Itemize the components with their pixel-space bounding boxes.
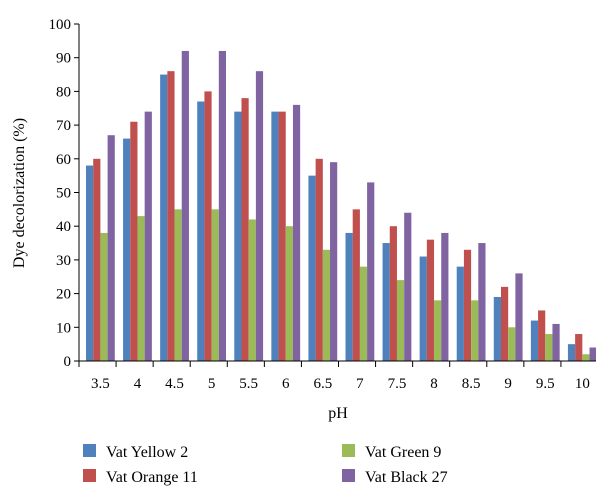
- x-tick-label: 5.5: [239, 376, 258, 392]
- bar: [137, 216, 145, 361]
- bar: [359, 266, 368, 361]
- bar: [367, 182, 375, 361]
- bar: [174, 209, 182, 361]
- bar: [508, 327, 516, 361]
- bar: [441, 232, 449, 361]
- y-tick-label: 20: [56, 287, 71, 303]
- bar: [589, 347, 596, 361]
- bar: [493, 296, 501, 361]
- bar: [285, 226, 293, 361]
- bar: [352, 209, 360, 361]
- legend-label: Vat Black 27: [365, 469, 448, 486]
- y-axis-title: Dye decolorization (%): [11, 118, 28, 268]
- x-tick-label: 10: [575, 376, 590, 392]
- y-tick-label: 30: [56, 253, 71, 269]
- bar: [530, 320, 539, 361]
- bar: [218, 50, 227, 362]
- legend-swatch: [342, 444, 355, 457]
- y-tick-label: 90: [56, 51, 71, 67]
- y-tick-label: 60: [56, 152, 71, 168]
- bar: [86, 165, 94, 361]
- bar: [567, 344, 576, 361]
- bar: [426, 239, 435, 361]
- bar: [552, 323, 560, 361]
- x-tick-label: 8: [430, 376, 438, 392]
- x-tick-label: 9.5: [536, 376, 555, 392]
- bar: [471, 300, 479, 361]
- bar: [500, 286, 509, 361]
- bar: [248, 219, 256, 361]
- bar: [123, 138, 131, 361]
- legend-swatch: [83, 444, 96, 457]
- legend-swatch: [83, 469, 96, 482]
- legend-label: Vat Green 9: [365, 444, 441, 461]
- bar: [345, 232, 353, 361]
- y-tick-label: 0: [64, 354, 72, 370]
- bar: [538, 310, 546, 361]
- bar: [315, 158, 323, 361]
- x-tick-label: 5: [208, 376, 216, 392]
- bar: [515, 273, 523, 361]
- plot-area: 0 10 20 30 40 50 60 70 80 90 100 3.5 4 4.5 5 5.5 6 6.5 7 7.…: [49, 17, 596, 392]
- bar: [204, 91, 212, 362]
- y-tick-label: 50: [56, 186, 71, 202]
- bar: [330, 162, 338, 361]
- x-tick-label: 6: [282, 376, 290, 392]
- y-tick-label: 100: [49, 17, 72, 33]
- legend-label: Vat Orange 11: [106, 469, 198, 486]
- bar: [389, 226, 397, 361]
- bar: [292, 104, 301, 361]
- bar: [545, 334, 553, 361]
- y-tick-label: 70: [56, 118, 71, 134]
- bar: [167, 71, 175, 362]
- bar: [382, 243, 390, 361]
- x-tick-label: 8.5: [462, 376, 481, 392]
- bar: [308, 175, 316, 361]
- bar: [100, 232, 108, 361]
- legend-label: Vat Yellow 2: [106, 444, 188, 461]
- bar: [211, 209, 219, 361]
- bar: [107, 135, 115, 361]
- legend-swatch: [342, 469, 355, 482]
- bar: [255, 71, 264, 362]
- x-axis-title: pH: [328, 405, 348, 422]
- bar: [197, 101, 205, 361]
- bar: [478, 243, 486, 361]
- bar: [271, 111, 279, 362]
- x-tick-label: 4: [134, 376, 142, 392]
- bar: [575, 334, 583, 361]
- bar: [278, 111, 286, 362]
- bar: [396, 280, 405, 361]
- bar: [144, 111, 152, 362]
- bar: [93, 158, 101, 361]
- bar: [241, 98, 249, 361]
- bar: [419, 256, 427, 361]
- bar: [404, 212, 412, 361]
- bar: [434, 300, 442, 361]
- x-tick-label: 7: [356, 376, 364, 392]
- bar: [463, 249, 472, 361]
- y-tick-label: 10: [56, 320, 71, 336]
- bar: [582, 354, 590, 361]
- y-tick-label: 80: [56, 84, 71, 100]
- bar: [181, 50, 189, 362]
- bar: [322, 249, 331, 361]
- x-tick-label: 3.5: [91, 376, 110, 392]
- x-tick-label: 6.5: [313, 376, 332, 392]
- legend: Vat Yellow 2 Vat Orange 11 Vat Green 9 Vat …: [83, 444, 448, 486]
- x-tick-label: 9: [504, 376, 512, 392]
- bar: [130, 121, 138, 361]
- bar: [456, 266, 464, 361]
- x-tick-label: 4.5: [165, 376, 184, 392]
- x-tick-label: 7.5: [388, 376, 407, 392]
- bar: [234, 111, 242, 362]
- y-tick-label: 40: [56, 219, 71, 235]
- bar: [160, 74, 168, 362]
